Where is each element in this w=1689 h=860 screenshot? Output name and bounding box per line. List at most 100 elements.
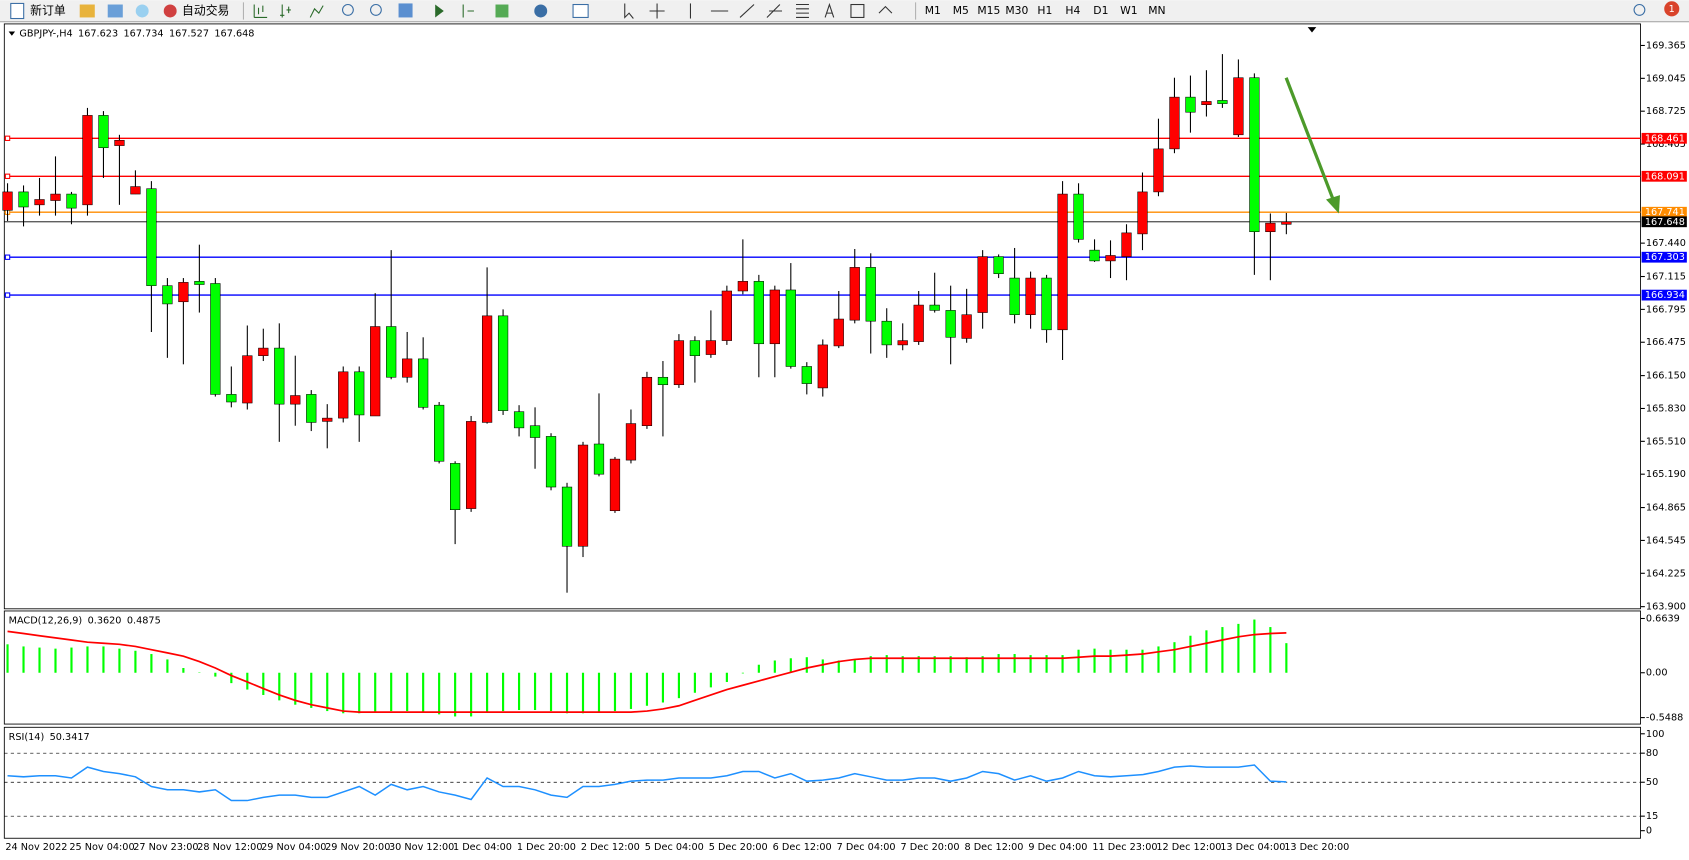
y-tick-label: 169.365: [1646, 40, 1686, 51]
periods-icon[interactable]: [534, 4, 548, 18]
candle-body: [545, 436, 557, 488]
y-tick-label: 164.225: [1646, 568, 1686, 579]
shift-icon[interactable]: [462, 4, 474, 18]
macd-bar: [981, 656, 984, 673]
rsi-header: RSI(14) 50.3417: [9, 732, 90, 743]
price-tag: [1641, 216, 1687, 228]
tool-icon[interactable]: [107, 4, 123, 18]
auto-trading-icon[interactable]: [163, 4, 177, 18]
candle-body: [450, 463, 461, 510]
zoom-out[interactable]: [370, 3, 382, 16]
x-tick-label: 27 Nov 23:00: [133, 842, 198, 853]
macd-bar: [1045, 655, 1048, 673]
notification-count[interactable]: 1: [1669, 4, 1675, 15]
header-value: GBPJPY-,H4: [19, 29, 72, 40]
bar-chart-icon[interactable]: [253, 4, 268, 18]
y-tick-label: 164.545: [1646, 535, 1686, 546]
y-tick-label: 0.6639: [1646, 613, 1680, 624]
fibo-icon[interactable]: [796, 3, 809, 18]
x-tick-label: 1 Dec 04:00: [453, 842, 512, 853]
macd-bar: [470, 672, 473, 717]
macd-bar: [645, 672, 649, 706]
line-icon[interactable]: [309, 5, 324, 18]
arrow-shaft: [1284, 77, 1336, 202]
header-value: 50.3417: [50, 732, 90, 743]
macd-bar: [6, 644, 9, 673]
candle-body: [34, 199, 45, 206]
tile-icon[interactable]: [398, 3, 413, 18]
timeframe-button[interactable]: M15: [977, 4, 1000, 17]
candle-icon[interactable]: [280, 4, 291, 18]
candle-body: [1057, 193, 1068, 331]
rsi-line: [7, 764, 1287, 802]
new-order-icon[interactable]: [10, 2, 25, 20]
macd-bar: [1077, 649, 1080, 673]
candle-body: [1201, 101, 1212, 105]
level-tag: [1641, 132, 1687, 144]
scroll-icon[interactable]: [435, 4, 444, 18]
macd-bar: [885, 655, 888, 673]
tool-icon[interactable]: [135, 4, 149, 18]
new-order[interactable]: 新订单: [30, 3, 66, 17]
macd-bar: [294, 672, 297, 705]
macd-bar: [70, 647, 73, 673]
auto-trading[interactable]: 自动交易: [182, 3, 229, 17]
header-value: 167.648: [214, 29, 254, 40]
zoom-in[interactable]: [342, 3, 354, 16]
candle-body: [98, 115, 109, 149]
candle-body: [306, 394, 317, 423]
cursor-icon[interactable]: [624, 3, 634, 19]
candle-body: [897, 340, 908, 346]
macd-bar: [869, 656, 872, 673]
notification-badge[interactable]: [1664, 1, 1680, 17]
macd-bar: [997, 654, 1000, 673]
templates-icon[interactable]: [572, 3, 589, 18]
macd-bar: [661, 672, 665, 703]
macd-bar: [454, 672, 457, 717]
candle-body: [434, 404, 445, 462]
level-label: 167.303: [1645, 252, 1685, 263]
macd-bar: [757, 664, 760, 673]
candle-body: [481, 315, 493, 423]
timeframe-button[interactable]: M5: [953, 4, 969, 17]
timeframe-button[interactable]: H1: [1037, 4, 1052, 17]
y-tick-label: 165.190: [1646, 469, 1686, 480]
macd-bar: [438, 672, 441, 715]
shapes-icon[interactable]: [878, 5, 893, 14]
candle-body: [130, 186, 141, 195]
trendline-icon[interactable]: [739, 4, 755, 18]
x-tick-label: 28 Nov 12:00: [197, 842, 262, 853]
chart-header: GBPJPY-,H4 167.623 167.734 167.527 167.648: [19, 29, 254, 40]
timeframe-button[interactable]: M1: [925, 4, 941, 17]
text-icon[interactable]: [824, 2, 835, 18]
macd-bar: [422, 672, 425, 713]
timeframe-button[interactable]: H4: [1065, 4, 1080, 17]
candle-body: [561, 486, 573, 547]
candle-body: [162, 285, 173, 305]
timeframe-button[interactable]: D1: [1093, 4, 1108, 17]
timeframe-button[interactable]: M30: [1005, 4, 1028, 17]
y-tick-label: 0: [1646, 826, 1652, 837]
x-tick-label: 29 Nov 04:00: [261, 842, 326, 853]
toolbar: 新订单 自动交易 M1 M5 M15 M30 H1 H4 D1 W1 MN 1: [0, 0, 1689, 23]
tool-icon[interactable]: [79, 4, 95, 18]
macd-bar: [1093, 648, 1096, 673]
x-tick-label: 29 Nov 20:00: [325, 842, 390, 853]
candle-body: [657, 376, 669, 386]
indicators-icon[interactable]: [495, 4, 509, 18]
search-icon[interactable]: [1633, 3, 1646, 16]
timeframe-button[interactable]: MN: [1148, 4, 1165, 17]
y-tick-label: 169.045: [1646, 73, 1686, 84]
macd-bar: [1253, 619, 1256, 673]
macd-bar: [901, 656, 904, 673]
crosshair-icon[interactable]: [649, 3, 665, 19]
macd-bar: [837, 660, 840, 673]
label-icon[interactable]: [850, 3, 865, 18]
macd-bar: [1061, 655, 1064, 673]
candle-body: [354, 371, 365, 416]
timeframe-button[interactable]: W1: [1120, 4, 1138, 17]
level-handle: [4, 292, 11, 298]
macd-bar: [38, 647, 41, 673]
macd-bar: [1173, 642, 1176, 673]
channel-icon[interactable]: [766, 4, 783, 18]
